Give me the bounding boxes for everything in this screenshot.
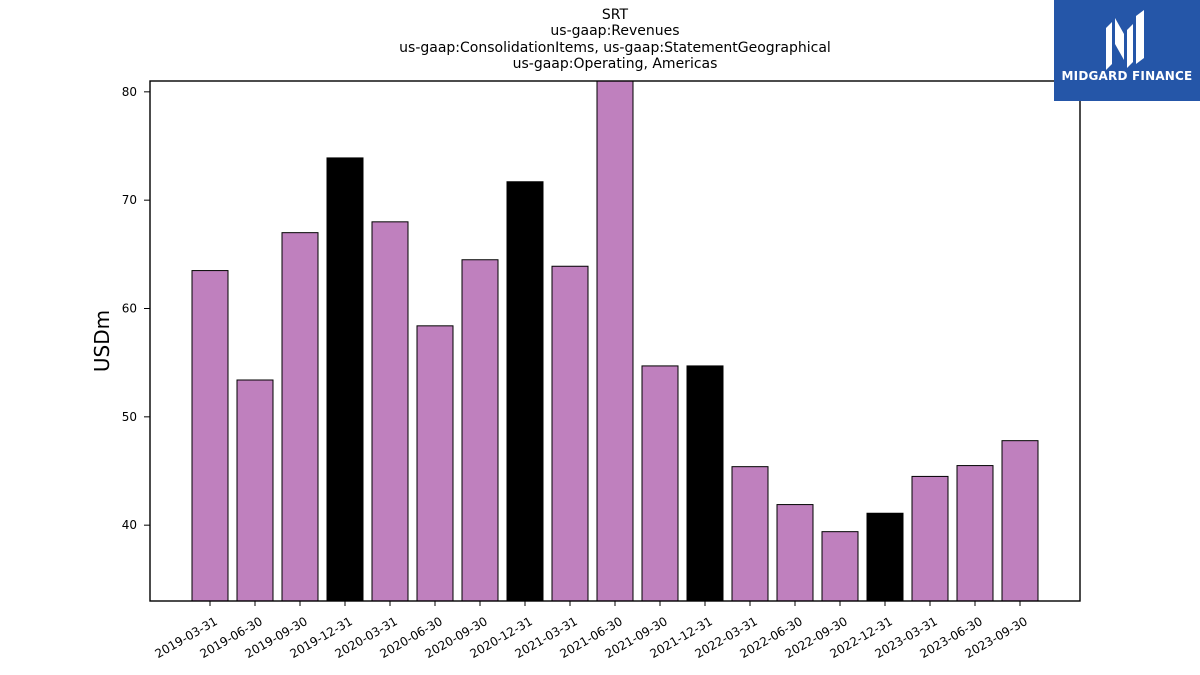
x-axis: 2019-03-312019-06-302019-09-302019-12-31… xyxy=(152,601,1030,661)
bar-2019-03-31 xyxy=(191,270,229,602)
bar-2023-09-30 xyxy=(1001,440,1039,602)
bar-2021-03-31 xyxy=(551,265,589,602)
bar-2022-12-31 xyxy=(866,512,904,602)
midgard-logo-mark-icon xyxy=(1106,10,1144,70)
bar-2023-03-31 xyxy=(911,475,949,602)
chart-title-line-4: us-gaap:Operating, Americas xyxy=(512,55,718,72)
logo-text: MIDGARD FINANCE xyxy=(1061,69,1193,83)
bar-2019-06-30 xyxy=(236,379,274,602)
y-tick-label: 50 xyxy=(122,410,137,424)
chart-title: SRT us-gaap:Revenues us-gaap:Consolidati… xyxy=(150,7,1080,72)
y-axis: 40 50 60 70 80 xyxy=(122,85,150,532)
bar-2019-12-31 xyxy=(326,157,364,602)
bar-2020-12-31 xyxy=(506,181,544,602)
bar-2022-06-30 xyxy=(776,504,814,602)
y-tick-label: 70 xyxy=(122,193,137,207)
bar-2023-06-30 xyxy=(956,465,994,602)
y-tick-label: 60 xyxy=(122,302,137,316)
bar-2022-09-30 xyxy=(821,531,859,602)
bar-2020-06-30 xyxy=(416,325,454,602)
bar-2020-03-31 xyxy=(371,221,409,602)
bar-2020-09-30 xyxy=(461,259,499,602)
chart-title-line-2: us-gaap:Revenues xyxy=(550,23,680,40)
bar-2021-12-31 xyxy=(686,365,724,602)
y-tick-label: 40 xyxy=(122,518,137,532)
y-tick-label: 80 xyxy=(122,85,137,99)
bar-2021-09-30 xyxy=(641,365,679,602)
bar-2022-03-31 xyxy=(731,466,769,602)
chart-title-line-3: us-gaap:ConsolidationItems, us-gaap:Stat… xyxy=(399,39,831,56)
y-axis-label: USDm xyxy=(90,310,114,372)
chart-title-line-1: SRT xyxy=(601,7,629,23)
midgard-finance-logo: MIDGARD FINANCE xyxy=(1054,0,1200,101)
bars-group xyxy=(191,80,1039,602)
bar-2021-06-30 xyxy=(596,80,634,602)
bar-2019-09-30 xyxy=(281,232,319,602)
